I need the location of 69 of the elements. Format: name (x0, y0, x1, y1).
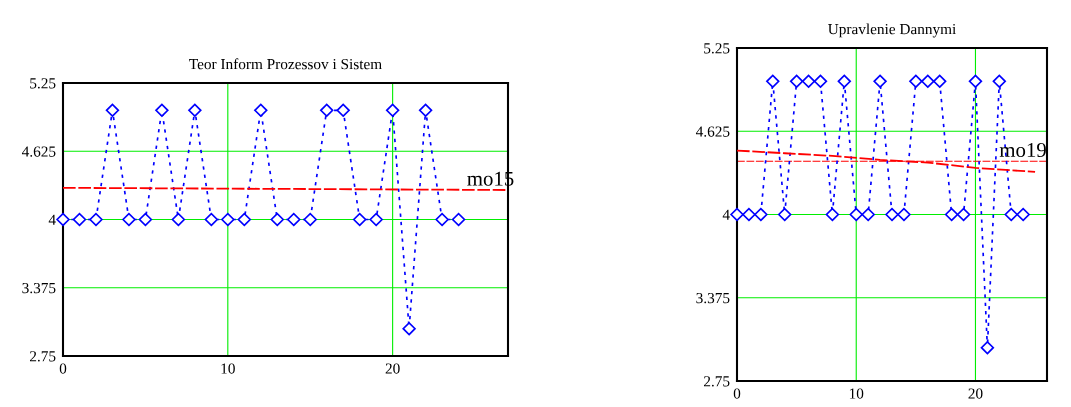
point (155, 103, 169, 118)
point (89, 212, 103, 227)
y-tick-label: 2.75 (29, 351, 56, 362)
point (992, 74, 1007, 89)
annotation: mo19 (999, 142, 1046, 157)
point (968, 74, 983, 89)
point (369, 212, 383, 227)
point (418, 103, 433, 118)
point (861, 207, 875, 222)
point (352, 212, 367, 227)
point (72, 212, 87, 227)
y-tick-label: 3.375 (22, 282, 56, 294)
point (237, 212, 252, 227)
point (885, 207, 899, 222)
point (921, 74, 935, 89)
point (336, 103, 350, 118)
point (188, 103, 202, 118)
point (1016, 207, 1030, 222)
point (932, 74, 947, 89)
point (742, 207, 756, 222)
point (303, 212, 317, 227)
x-tick-label: 10 (221, 363, 235, 374)
point (980, 340, 995, 355)
point (825, 207, 840, 222)
point (171, 212, 186, 227)
x-tick-label: 20 (385, 363, 400, 374)
y-tick-label: 4 (48, 214, 56, 225)
point (909, 74, 923, 89)
point (270, 212, 284, 227)
y-tick-label: 4.625 (695, 126, 730, 137)
point (204, 212, 219, 227)
point (754, 207, 768, 222)
point (897, 207, 911, 222)
point (221, 212, 235, 227)
point (385, 103, 400, 118)
point (287, 212, 301, 227)
point (138, 212, 153, 227)
y-tick-label: 3.375 (696, 292, 730, 304)
point (801, 74, 816, 89)
chart-title: Upravlenie Dannymi (828, 23, 956, 38)
y-tick-label: 5.25 (704, 43, 730, 54)
y-tick-label: 5.25 (30, 78, 56, 89)
point (254, 103, 268, 118)
point (122, 212, 136, 227)
point (319, 103, 334, 118)
y-tick-label: 2.75 (703, 376, 730, 387)
point (730, 207, 744, 222)
point (873, 74, 887, 89)
point (789, 74, 804, 89)
point (402, 321, 416, 336)
point (1004, 207, 1018, 222)
x-tick-label: 0 (733, 388, 741, 399)
point (435, 212, 449, 227)
y-tick-label: 4 (722, 209, 730, 220)
y-tick-label: 4.625 (21, 146, 56, 157)
x-tick-label: 10 (849, 388, 864, 399)
point (837, 74, 852, 89)
point (105, 103, 120, 118)
point (813, 74, 828, 89)
point (451, 212, 466, 227)
point (944, 207, 959, 222)
point (956, 207, 971, 222)
chart-title: Teor Inform Prozessov i Sistem (189, 58, 382, 70)
point (849, 207, 863, 222)
point (56, 212, 70, 227)
x-tick-label: 20 (968, 388, 983, 399)
point (766, 74, 780, 89)
point (777, 207, 792, 222)
x-tick-label: 0 (59, 363, 67, 374)
